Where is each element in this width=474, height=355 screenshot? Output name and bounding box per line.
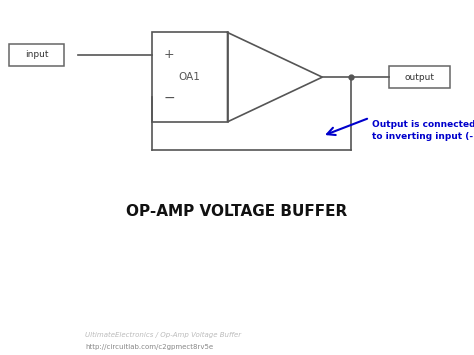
Text: +: + <box>164 48 174 61</box>
Text: output: output <box>404 73 435 82</box>
Text: −: − <box>164 91 175 104</box>
Text: CIRCUIT: CIRCUIT <box>7 331 42 340</box>
Text: OA1: OA1 <box>179 72 201 82</box>
FancyBboxPatch shape <box>389 66 450 88</box>
Text: Output is connected back
to inverting input (-): Output is connected back to inverting in… <box>372 120 474 141</box>
Text: UltimateElectronics / Op-Amp Voltage Buffer: UltimateElectronics / Op-Amp Voltage Buf… <box>85 332 241 338</box>
Text: OP-AMP VOLTAGE BUFFER: OP-AMP VOLTAGE BUFFER <box>127 204 347 219</box>
Text: http://circuitlab.com/c2gpmect8rv5e: http://circuitlab.com/c2gpmect8rv5e <box>85 344 213 350</box>
Text: input: input <box>25 50 48 59</box>
FancyBboxPatch shape <box>9 44 64 66</box>
Text: ~WW-H LAB: ~WW-H LAB <box>7 345 50 350</box>
